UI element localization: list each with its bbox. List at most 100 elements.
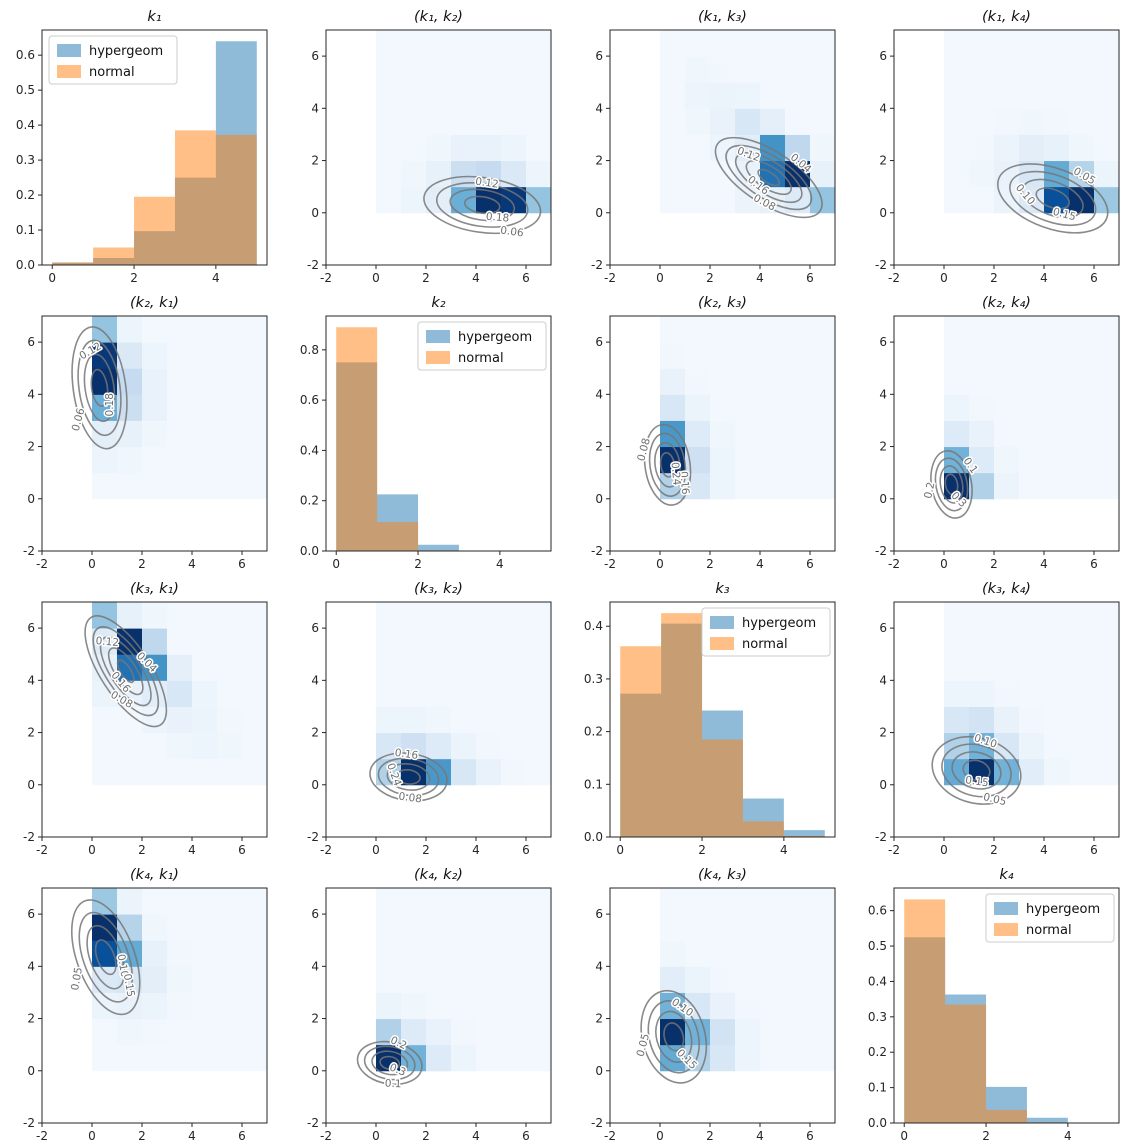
heat-cell xyxy=(710,56,736,83)
x-tick-label: -2 xyxy=(320,843,332,857)
heat-cell xyxy=(451,654,477,681)
heat-cell xyxy=(685,56,711,83)
contour-ring xyxy=(369,752,448,802)
heat-cell xyxy=(401,654,427,681)
heat-cell xyxy=(1094,758,1120,786)
heat-cell xyxy=(810,30,836,57)
x-tick-label: 2 xyxy=(138,557,146,571)
heat-cell xyxy=(501,706,527,734)
heat-cell xyxy=(969,420,995,448)
x-tick-label: 2 xyxy=(422,843,430,857)
heat-cell xyxy=(785,446,811,474)
heat-cell xyxy=(735,992,761,1020)
heat-cell xyxy=(526,602,552,629)
y-tick-label: 0 xyxy=(879,492,887,506)
heat-cell xyxy=(192,1044,218,1072)
heat-cell xyxy=(401,888,427,915)
heat-cell xyxy=(994,134,1020,162)
heat-cell xyxy=(685,30,711,57)
y-tick-label: 0 xyxy=(595,1064,603,1078)
heat-cell xyxy=(1069,446,1095,474)
heat-cell xyxy=(810,134,836,162)
heat-cell xyxy=(785,992,811,1020)
contour-label: 0.05 xyxy=(69,966,85,991)
heat-cell xyxy=(994,654,1020,681)
contour-ring xyxy=(92,626,160,717)
heat-cell xyxy=(501,914,527,941)
x-tick-label: 6 xyxy=(1090,271,1098,285)
heat-cell xyxy=(944,108,970,135)
y-tick-label: 0.4 xyxy=(584,619,603,633)
heat-cell xyxy=(969,108,995,135)
x-tick-label: 6 xyxy=(522,843,530,857)
panel-title: k₃ xyxy=(715,581,729,597)
heat-cell xyxy=(401,108,427,135)
heat-cell xyxy=(710,368,736,395)
legend-swatch-normal xyxy=(710,637,734,650)
heat-cell xyxy=(685,420,711,448)
heat-cell xyxy=(217,316,243,343)
heat-cell xyxy=(167,394,193,421)
heat-cell xyxy=(92,472,118,500)
heat-cell xyxy=(735,316,761,343)
heat-cell xyxy=(192,940,218,967)
heat-cell xyxy=(710,888,736,915)
heat-cell xyxy=(501,628,527,655)
heat-cell xyxy=(476,732,502,760)
contour-ring xyxy=(647,1000,700,1074)
heat-cell xyxy=(969,186,995,214)
heat-cell xyxy=(92,420,118,448)
y-tick-label: -2 xyxy=(591,1116,603,1130)
panel-title: (k₁, k₄) xyxy=(982,9,1031,25)
axes-frame xyxy=(893,315,1120,552)
heat-cell xyxy=(685,134,711,162)
y-tick-label: 2 xyxy=(27,1012,35,1026)
subplot-k4: 0 2 4 0.0 0.1 0.2 0.3 0.4 0.5 0.6 k₄ hypergeom norma… xyxy=(852,858,1136,1144)
heat-cell xyxy=(451,966,477,993)
contour-ring xyxy=(734,151,803,204)
heat-cell xyxy=(735,966,761,993)
heat-cell xyxy=(760,446,786,474)
heat-cell xyxy=(1094,160,1120,188)
heat-cell xyxy=(810,368,836,395)
heat-cell xyxy=(142,602,168,629)
heat-cell xyxy=(810,108,836,135)
heat-cell xyxy=(994,316,1020,343)
contour-ring xyxy=(78,911,134,1003)
x-tick-label: -2 xyxy=(36,557,48,571)
contour-ring xyxy=(83,353,116,423)
y-tick-label: 0.0 xyxy=(300,544,319,558)
heat-cell xyxy=(242,1044,268,1072)
heat-cell xyxy=(376,30,402,57)
heat-cell xyxy=(994,446,1020,474)
heat-cell xyxy=(1044,30,1070,57)
heat-cell xyxy=(710,940,736,967)
heat-cell xyxy=(785,1044,811,1072)
heat-cell xyxy=(969,342,995,369)
contour-ring xyxy=(659,451,676,478)
heat-cell xyxy=(735,30,761,57)
heat-cell xyxy=(142,966,168,993)
x-tick-label: 2 xyxy=(422,1129,430,1143)
heat-cell xyxy=(192,992,218,1020)
heat-cell xyxy=(526,914,552,941)
heat-cell xyxy=(1019,628,1045,655)
contour-ring xyxy=(1009,170,1097,227)
heat-cell xyxy=(969,472,995,500)
heat-cell xyxy=(1019,446,1045,474)
y-tick-label: 6 xyxy=(879,49,887,63)
x-tick-label: 0 xyxy=(88,843,96,857)
contour-ring xyxy=(951,751,1002,790)
y-tick-label: -2 xyxy=(591,544,603,558)
heat-cell xyxy=(660,394,686,421)
heat-cell xyxy=(1044,758,1070,786)
heat-cell xyxy=(735,82,761,109)
heat-cell xyxy=(526,732,552,760)
x-tick-label: 6 xyxy=(1090,843,1098,857)
heat-cell xyxy=(142,420,168,448)
axes-frame xyxy=(325,601,552,838)
contour-ring xyxy=(377,757,440,797)
x-tick-label: 4 xyxy=(472,271,480,285)
x-tick-label: 4 xyxy=(212,271,220,285)
heat-cell xyxy=(1019,316,1045,343)
